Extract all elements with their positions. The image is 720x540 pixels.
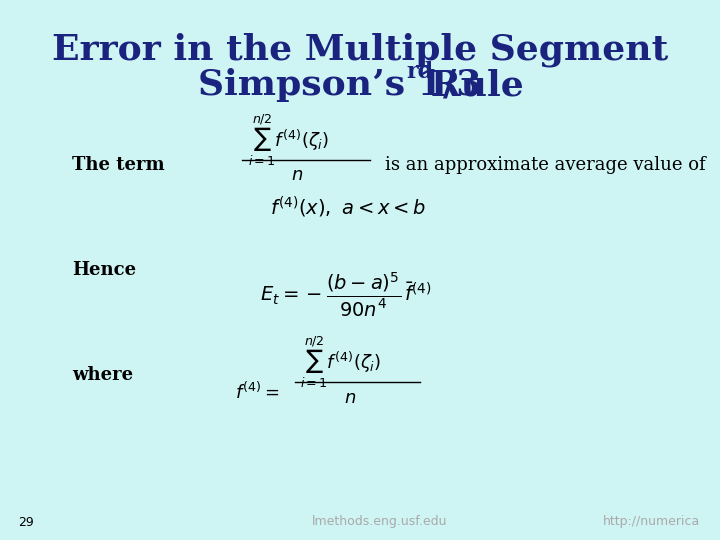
Text: rd: rd	[406, 61, 433, 83]
Text: $\sum_{i=1}^{n/2} f^{(4)}(\zeta_i)$: $\sum_{i=1}^{n/2} f^{(4)}(\zeta_i)$	[248, 112, 329, 167]
Text: is an approximate average value of: is an approximate average value of	[385, 156, 706, 174]
Text: where: where	[72, 366, 133, 384]
Text: $f^{(4)} = $: $f^{(4)} = $	[235, 381, 279, 403]
Text: $E_t = -\dfrac{(b-a)^5}{90n^4}\,\bar{f}^{(4)}$: $E_t = -\dfrac{(b-a)^5}{90n^4}\,\bar{f}^…	[260, 271, 432, 319]
Text: lmethods.eng.usf.edu: lmethods.eng.usf.edu	[312, 516, 448, 529]
Text: http://numerica: http://numerica	[603, 516, 700, 529]
Text: Rule: Rule	[418, 68, 523, 102]
Text: Hence: Hence	[72, 261, 136, 279]
Text: 29: 29	[18, 516, 34, 529]
Text: The term: The term	[72, 156, 165, 174]
Text: $n$: $n$	[344, 389, 356, 407]
Text: $\sum_{i=1}^{n/2} f^{(4)}(\zeta_i)$: $\sum_{i=1}^{n/2} f^{(4)}(\zeta_i)$	[300, 334, 382, 389]
Text: Simpson’s 1/3: Simpson’s 1/3	[198, 68, 482, 102]
Text: $f^{(4)}(x),\ a < x < b$: $f^{(4)}(x),\ a < x < b$	[270, 194, 426, 220]
Text: $n$: $n$	[291, 166, 303, 184]
Text: Error in the Multiple Segment: Error in the Multiple Segment	[52, 33, 668, 68]
